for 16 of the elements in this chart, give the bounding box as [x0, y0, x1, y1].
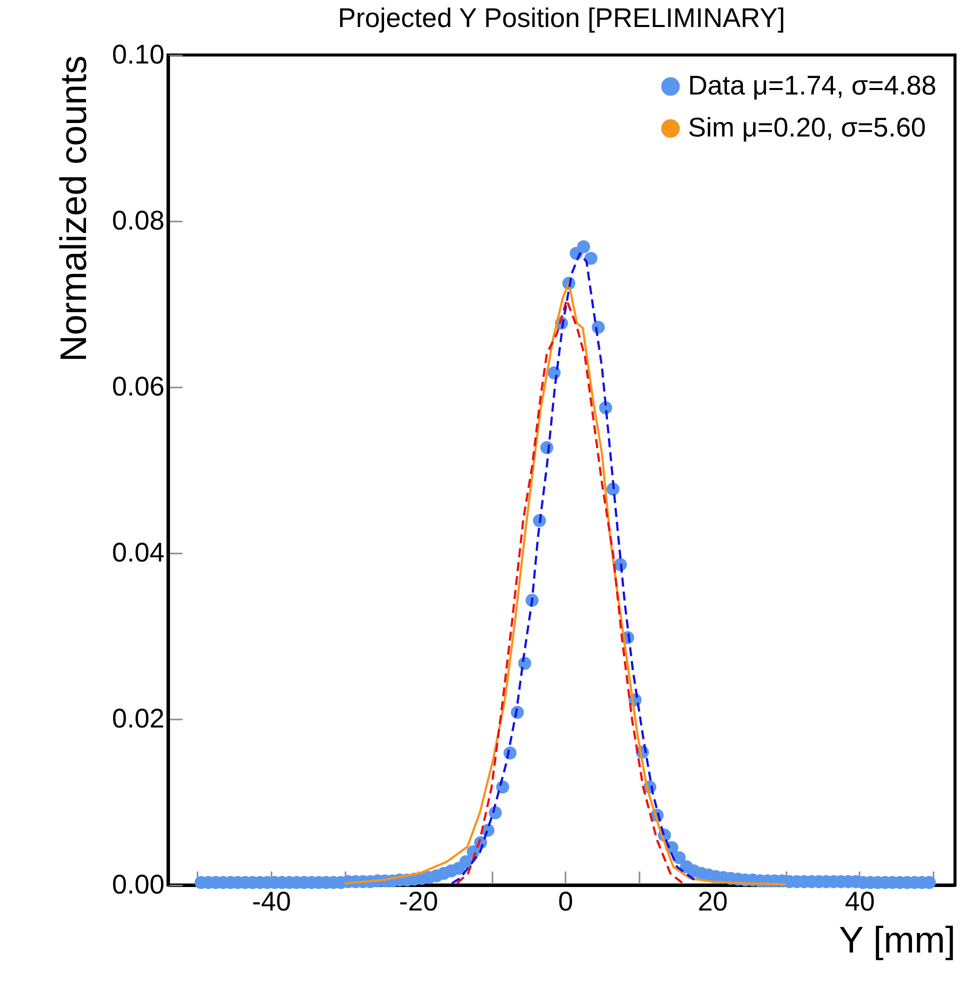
y-tick-label: 0.06 [112, 372, 164, 402]
x-tick-label: 0 [558, 886, 574, 916]
y-tick-label: 0.04 [112, 538, 164, 568]
y-tick-label: 0.08 [112, 206, 164, 236]
x-tick-label: -20 [399, 886, 438, 916]
x-tick-label: 40 [844, 886, 875, 916]
y-tick-label: 0.00 [112, 870, 164, 900]
y-axis-title: Normalized counts [52, 56, 94, 362]
legend-label: Sim μ=0.20, σ=5.60 [688, 112, 926, 142]
legend-label: Data μ=1.74, σ=4.88 [688, 70, 936, 100]
x-tick-label: 20 [698, 886, 728, 916]
x-tick-label: -40 [252, 886, 291, 916]
chart-title: Projected Y Position [PRELIMINARY] [338, 3, 786, 33]
x-axis-title: Y [mm] [839, 920, 956, 960]
y-tick-label: 0.10 [112, 40, 164, 70]
y-tick-label: 0.02 [112, 704, 164, 734]
